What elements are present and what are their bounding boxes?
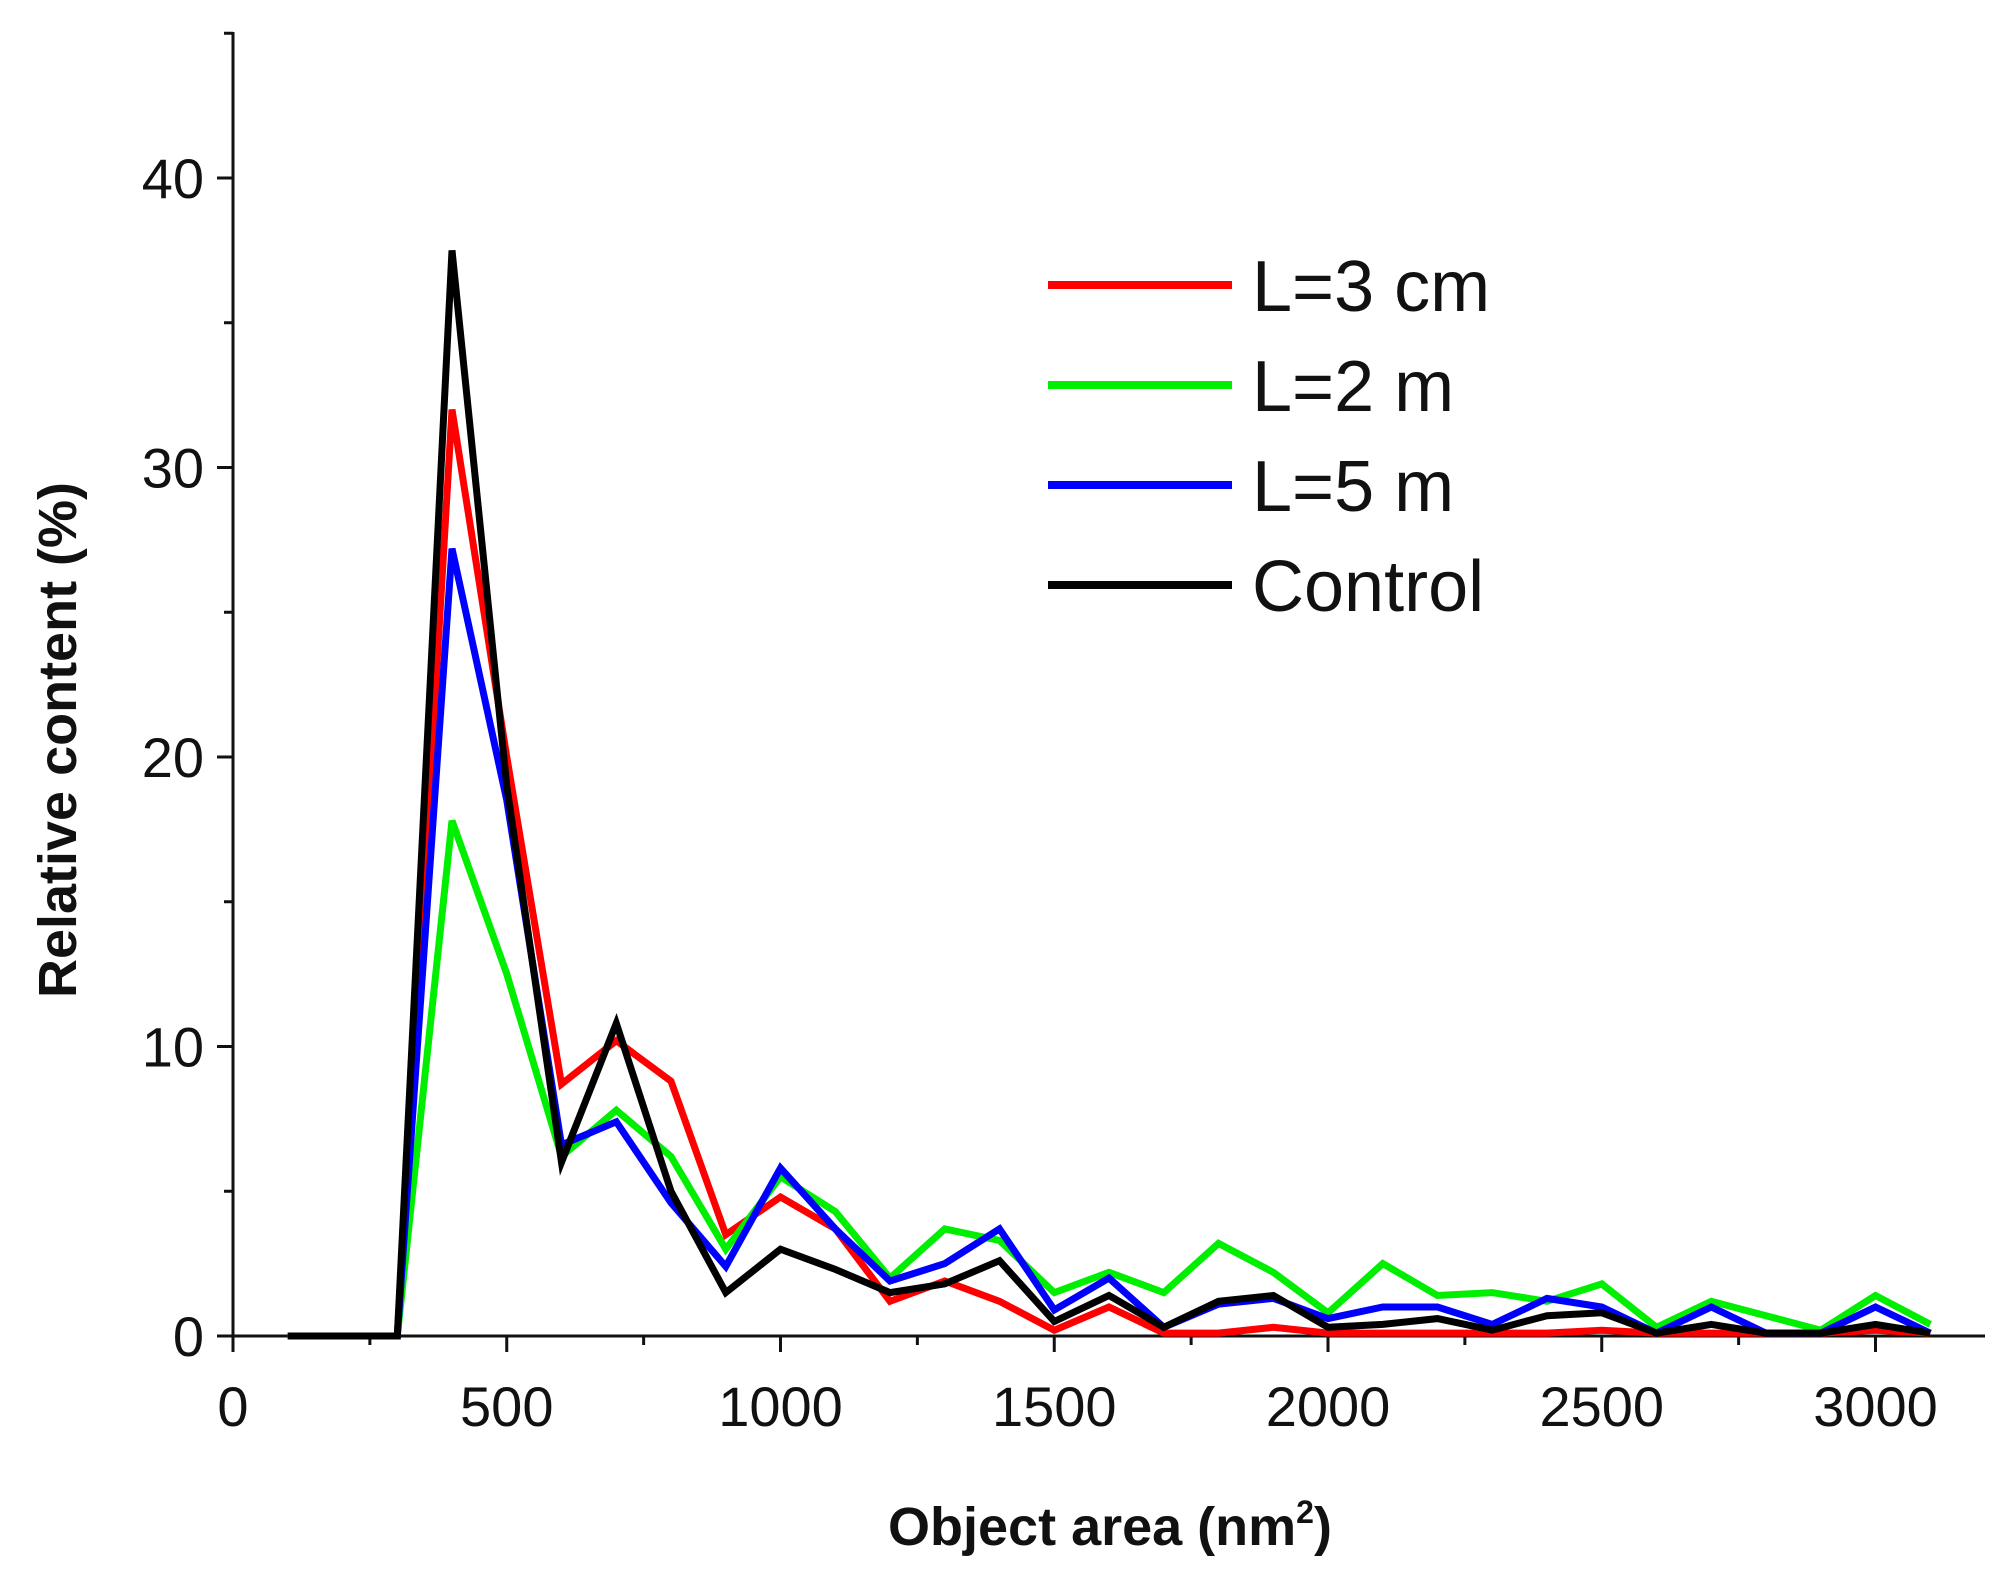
- x-axis-title: Object area (nm2): [888, 1494, 1332, 1557]
- x-axis-title-suffix: ): [1314, 1497, 1332, 1557]
- y-tick-label: 0: [173, 1305, 204, 1368]
- x-tick-label: 2500: [1539, 1375, 1664, 1438]
- axes: 0 500 1000 1500 2000 2500 3000 0 10 20 30 40: [142, 31, 1985, 1438]
- y-tick-label: 30: [142, 437, 204, 500]
- series-line-l-5-m: [287, 547, 1932, 1340]
- legend: L=3 cm L=2 m L=5 m Control: [1048, 247, 1490, 627]
- x-tick-label: 2000: [1266, 1375, 1391, 1438]
- x-tick-label: 3000: [1813, 1375, 1938, 1438]
- y-tick-label: 20: [142, 726, 204, 789]
- y-tick-label: 10: [142, 1016, 204, 1079]
- y-ticks: 0 10 20 30 40: [142, 31, 233, 1368]
- y-axis-title: Relative content (%): [28, 482, 88, 998]
- legend-label-l-2-m: L=2 m: [1252, 347, 1454, 427]
- y-tick-label: 40: [142, 147, 204, 210]
- series-group: [287, 250, 1932, 1340]
- series-line-control: [287, 250, 1931, 1340]
- series-line-l-2-m: [287, 819, 1932, 1340]
- legend-label-control: Control: [1252, 547, 1484, 627]
- legend-label-l-5-m: L=5 m: [1252, 447, 1454, 527]
- legend-label-l-3-cm: L=3 cm: [1252, 247, 1490, 327]
- series-line-l-3-cm: [287, 409, 1931, 1340]
- x-axis-title-superscript: 2: [1296, 1494, 1314, 1530]
- x-tick-label: 1000: [718, 1375, 843, 1438]
- x-tick-label: 1500: [992, 1375, 1117, 1438]
- x-axis-title-main: Object area (nm: [888, 1497, 1296, 1557]
- x-tick-label: 0: [217, 1375, 248, 1438]
- x-ticks: 0 500 1000 1500 2000 2500 3000: [217, 1336, 1938, 1438]
- x-tick-label: 500: [460, 1375, 553, 1438]
